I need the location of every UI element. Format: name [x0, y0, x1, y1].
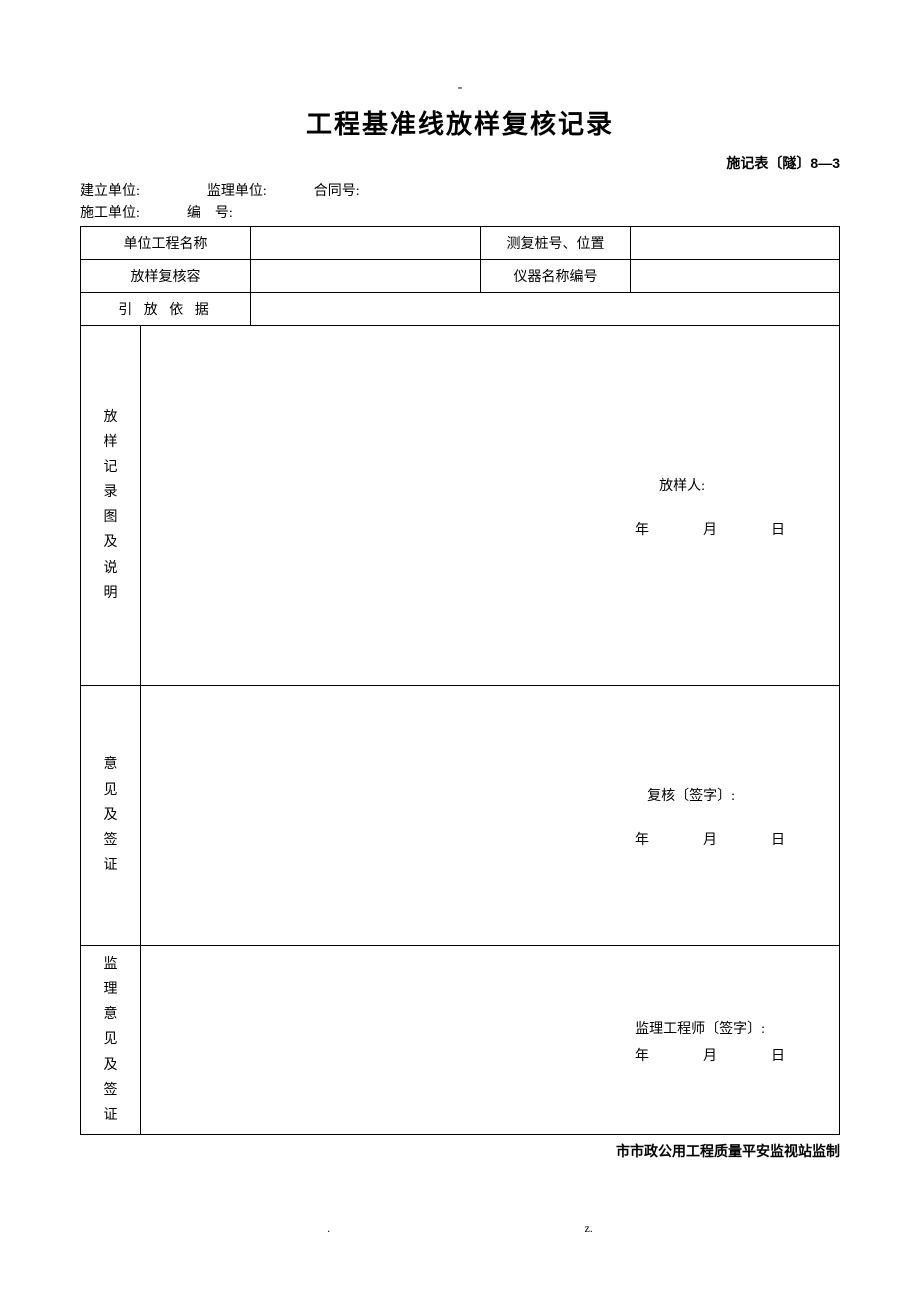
establish-unit-label: 建立单位: — [80, 181, 140, 203]
serial-no-label: 编 号: — [187, 203, 233, 225]
bottom-comma: . — [327, 1221, 330, 1236]
review-content-label: 放样复核容 — [81, 259, 251, 292]
unit-project-name-value — [251, 226, 481, 259]
page: - 工程基准线放样复核记录 施记表〔隧〕8—3 建立单位: 监理单位: 合同号:… — [0, 0, 920, 1276]
review-content-value — [251, 259, 481, 292]
section-b-label: 意见及签证 — [81, 685, 141, 945]
instrument-value — [631, 259, 840, 292]
document-title: 工程基准线放样复核记录 — [80, 104, 840, 141]
basis-label: 引 放 依 据 — [81, 292, 251, 325]
section-a-date: 年 月 日 — [145, 519, 835, 539]
table-row: 监理意见及签证 监理工程师〔签字〕: 年 月 日 — [81, 945, 840, 1134]
bottom-z: z. — [584, 1221, 592, 1236]
table-row: 单位工程名称 测复桩号、位置 — [81, 226, 840, 259]
table-row: 引 放 依 据 — [81, 292, 840, 325]
footer-note: 市市政公用工程质量平安监视站监制 — [80, 1141, 840, 1161]
unit-project-name-label: 单位工程名称 — [81, 226, 251, 259]
section-a-content: 放样人: 年 月 日 — [141, 325, 840, 685]
section-b-content: 复核〔签字〕: 年 月 日 — [141, 685, 840, 945]
supervisor-by-label: 监理工程师〔签字〕: — [145, 1015, 835, 1046]
stake-position-label: 测复桩号、位置 — [481, 226, 631, 259]
header-info: 建立单位: 监理单位: 合同号: 施工单位: 编 号: — [80, 181, 840, 226]
section-a-text: 放样记录图及说明 — [85, 405, 136, 607]
section-a-label: 放样记录图及说明 — [81, 325, 141, 685]
stake-position-value — [631, 226, 840, 259]
table-row: 放样记录图及说明 放样人: 年 月 日 — [81, 325, 840, 685]
table-row: 放样复核容 仪器名称编号 — [81, 259, 840, 292]
section-b-text: 意见及签证 — [85, 752, 136, 878]
section-c-text: 监理意见及签证 — [85, 952, 136, 1128]
form-code: 施记表〔隧〕8—3 — [80, 153, 840, 173]
section-c-label: 监理意见及签证 — [81, 945, 141, 1134]
section-c-date: 年 月 日 — [145, 1045, 835, 1065]
setout-by-label: 放样人: — [145, 472, 835, 503]
section-c-content: 监理工程师〔签字〕: 年 月 日 — [141, 945, 840, 1134]
section-b-date: 年 月 日 — [145, 829, 835, 849]
review-by-label: 复核〔签字〕: — [145, 782, 835, 813]
basis-value — [251, 292, 840, 325]
table-row: 意见及签证 复核〔签字〕: 年 月 日 — [81, 685, 840, 945]
bottom-marks: . z. — [80, 1221, 840, 1236]
contract-no-label: 合同号: — [314, 181, 360, 203]
main-table: 单位工程名称 测复桩号、位置 放样复核容 仪器名称编号 引 放 依 据 放样记录… — [80, 226, 840, 1135]
construction-unit-label: 施工单位: — [80, 203, 140, 225]
top-dash: - — [80, 80, 840, 96]
instrument-label: 仪器名称编号 — [481, 259, 631, 292]
supervisor-unit-label: 监理单位: — [207, 181, 267, 203]
